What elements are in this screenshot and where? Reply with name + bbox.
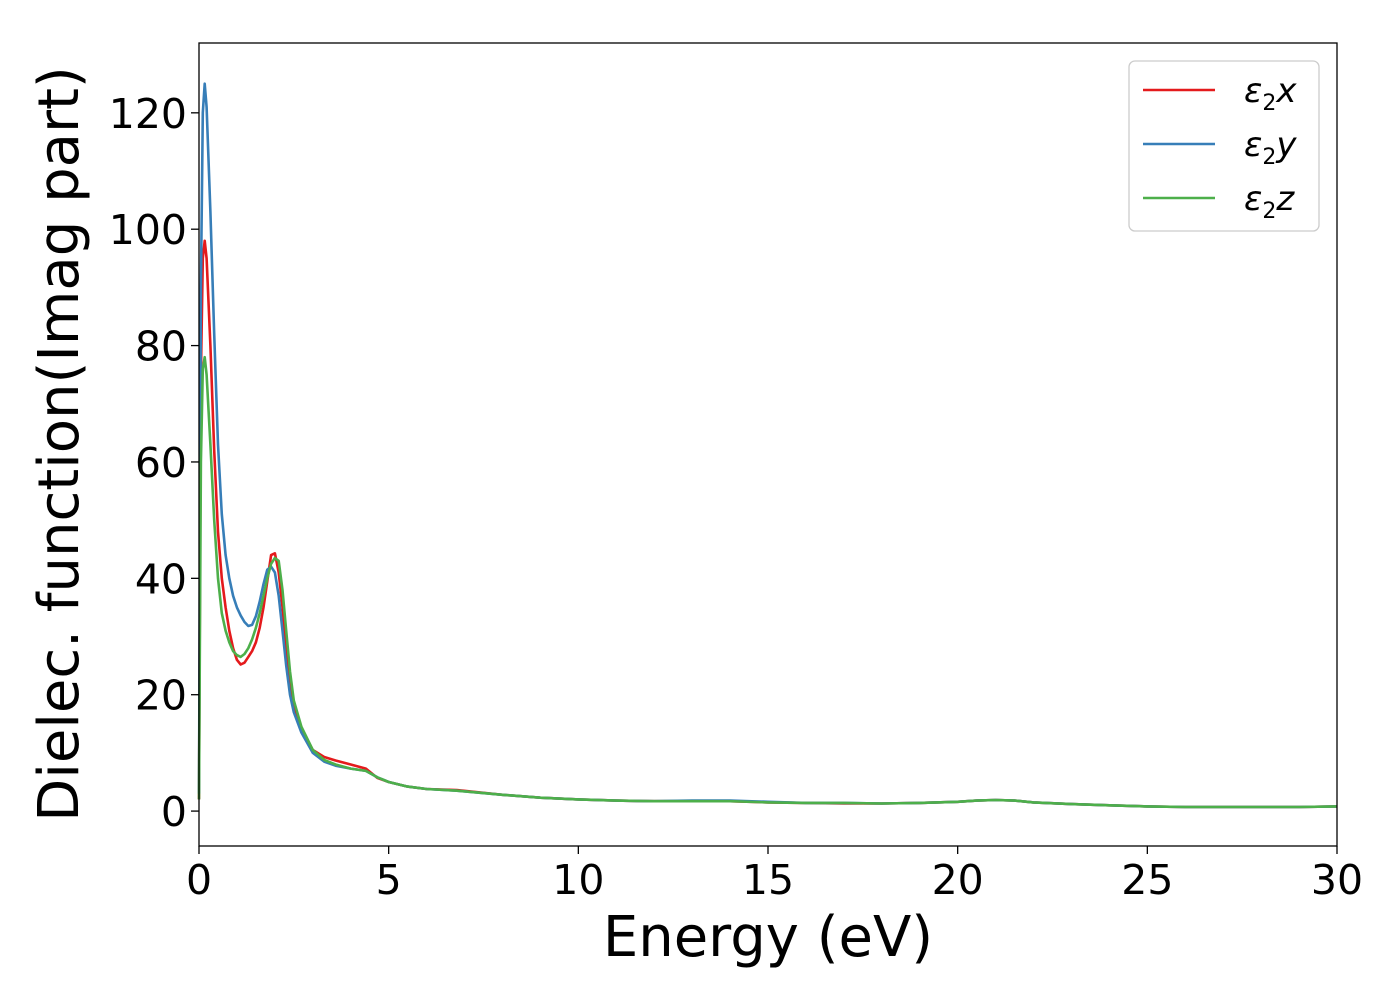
legend: ε2x ε2y ε2z xyxy=(1128,60,1320,232)
x-tick-label: 20 xyxy=(932,856,984,904)
y-tick-label: 20 xyxy=(135,672,187,720)
x-axis-ticks: 0 5 10 15 20 25 30 xyxy=(186,846,1363,904)
y-axis-label: Dielec. function(Imag part) xyxy=(27,66,92,822)
y-tick-label: 40 xyxy=(135,555,187,603)
y-tick-label: 0 xyxy=(161,788,187,836)
x-tick-label: 10 xyxy=(552,856,604,904)
y-tick-label: 60 xyxy=(135,439,187,487)
legend-box xyxy=(1128,60,1320,232)
x-tick-label: 5 xyxy=(376,856,402,904)
legend-label-2: ε2y xyxy=(1244,125,1297,170)
legend-label-1: ε2x xyxy=(1244,71,1297,116)
legend-label-3: ε2z xyxy=(1244,179,1295,224)
series-line-1 xyxy=(197,239,1338,809)
x-tick-label: 30 xyxy=(1311,856,1363,904)
y-tick-label: 80 xyxy=(135,323,187,371)
y-axis-ticks: 0 20 40 60 80 100 120 xyxy=(109,90,199,836)
x-tick-label: 25 xyxy=(1121,856,1173,904)
x-tick-label: 15 xyxy=(742,856,794,904)
y-tick-label: 120 xyxy=(109,90,187,138)
series-line-3 xyxy=(197,355,1338,809)
x-axis-label: Energy (eV) xyxy=(603,905,933,970)
legend-items: ε2x ε2y ε2z xyxy=(1143,71,1297,224)
series-layer xyxy=(197,82,1338,809)
y-tick-label: 100 xyxy=(109,206,187,254)
x-tick-label: 0 xyxy=(186,856,212,904)
